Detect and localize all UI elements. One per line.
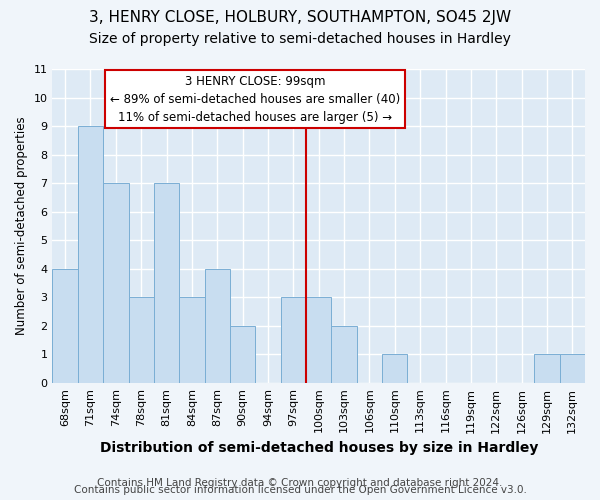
Bar	[52, 268, 78, 383]
Bar	[154, 183, 179, 383]
Bar	[281, 297, 306, 383]
Bar	[103, 183, 128, 383]
Bar	[179, 297, 205, 383]
X-axis label: Distribution of semi-detached houses by size in Hardley: Distribution of semi-detached houses by …	[100, 441, 538, 455]
Bar	[128, 297, 154, 383]
Bar	[382, 354, 407, 383]
Y-axis label: Number of semi-detached properties: Number of semi-detached properties	[15, 116, 28, 335]
Text: Contains public sector information licensed under the Open Government Licence v3: Contains public sector information licen…	[74, 485, 526, 495]
Bar	[534, 354, 560, 383]
Text: Contains HM Land Registry data © Crown copyright and database right 2024.: Contains HM Land Registry data © Crown c…	[97, 478, 503, 488]
Text: 3, HENRY CLOSE, HOLBURY, SOUTHAMPTON, SO45 2JW: 3, HENRY CLOSE, HOLBURY, SOUTHAMPTON, SO…	[89, 10, 511, 25]
Bar	[230, 326, 256, 383]
Bar	[331, 326, 357, 383]
Text: Size of property relative to semi-detached houses in Hardley: Size of property relative to semi-detach…	[89, 32, 511, 46]
Text: 3 HENRY CLOSE: 99sqm
← 89% of semi-detached houses are smaller (40)
11% of semi-: 3 HENRY CLOSE: 99sqm ← 89% of semi-detac…	[110, 74, 400, 124]
Bar	[306, 297, 331, 383]
Bar	[205, 268, 230, 383]
Bar	[78, 126, 103, 383]
Bar	[560, 354, 585, 383]
